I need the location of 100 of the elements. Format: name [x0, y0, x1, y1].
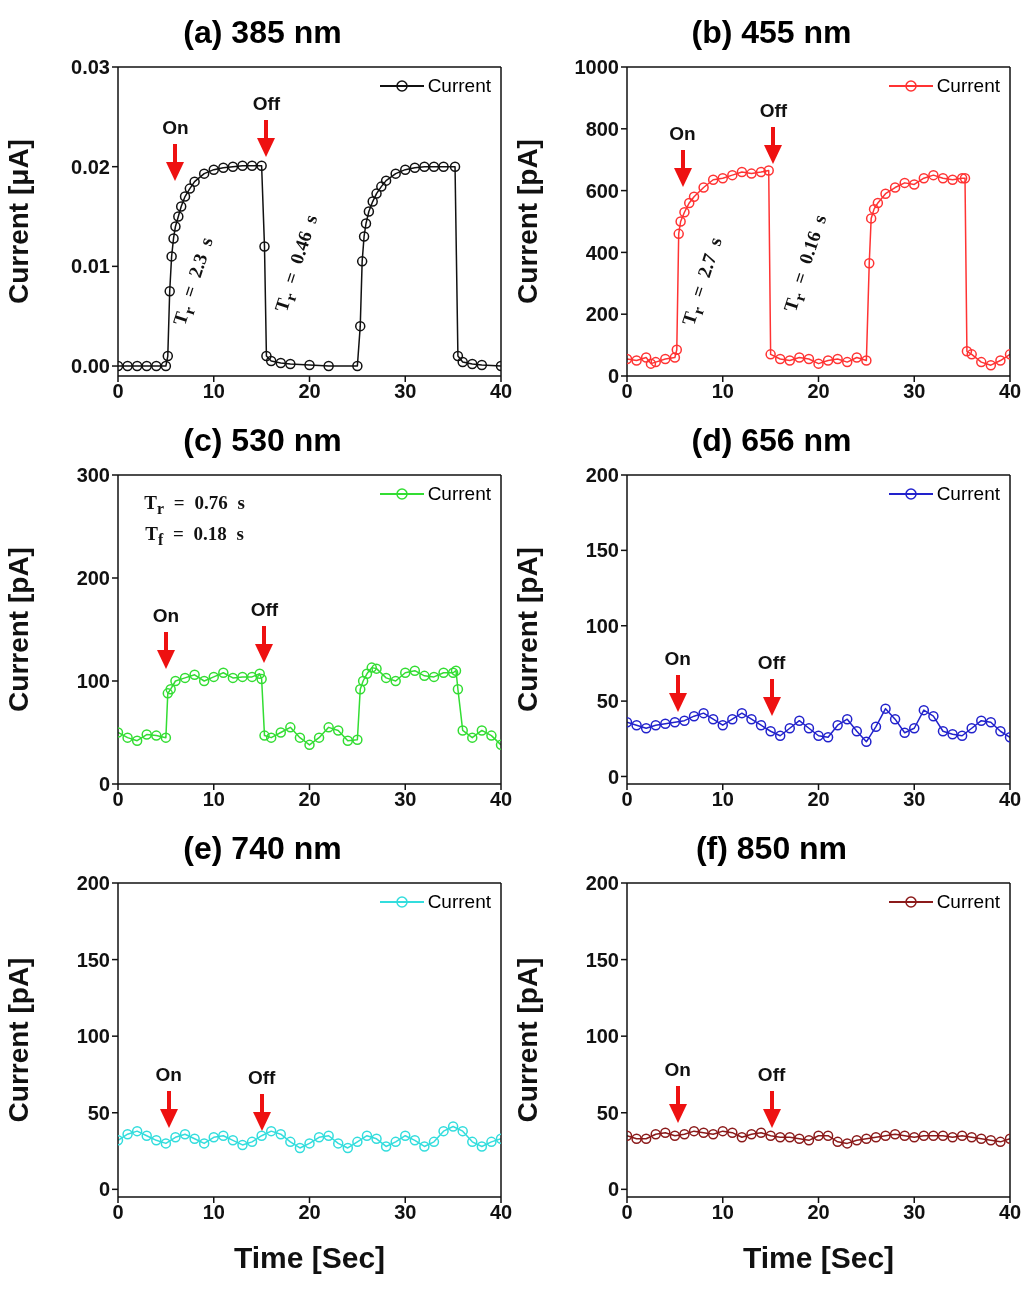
point — [208, 1132, 219, 1143]
point — [380, 175, 392, 186]
y-tick-label: 200 — [76, 567, 110, 590]
point — [218, 1130, 229, 1141]
point — [179, 672, 191, 684]
point — [164, 286, 175, 297]
point — [457, 1125, 468, 1137]
point — [650, 356, 661, 368]
point — [332, 1138, 344, 1149]
point — [122, 360, 133, 372]
point — [880, 188, 891, 199]
point — [928, 169, 939, 181]
point — [131, 1125, 143, 1137]
point — [784, 355, 796, 366]
y-tick-label: 100 — [585, 1025, 619, 1048]
point — [841, 356, 853, 368]
point — [861, 736, 872, 748]
point — [452, 683, 464, 695]
point — [880, 703, 891, 714]
y-tick-label: 100 — [76, 1025, 110, 1048]
point — [151, 1135, 162, 1146]
point — [352, 1136, 363, 1148]
point — [937, 725, 949, 737]
legend-label: Current — [427, 75, 491, 97]
y-tick-label: 0 — [607, 1178, 619, 1201]
point — [956, 730, 968, 742]
legend-label: Current — [936, 891, 1000, 913]
point — [390, 1136, 401, 1148]
x-tick-label: 30 — [903, 1201, 926, 1224]
point — [168, 233, 179, 244]
point — [189, 1133, 200, 1145]
x-tick-label: 10 — [711, 1201, 734, 1224]
x-tick-label: 20 — [298, 788, 321, 811]
point — [357, 675, 369, 687]
point — [131, 360, 143, 372]
point — [428, 1136, 440, 1148]
y-axis-title: Current [pA] — [2, 957, 34, 1123]
point — [160, 732, 172, 743]
annotation: On — [668, 122, 697, 147]
annotation: On — [161, 115, 190, 140]
annotation: T$_{r}$ = 0.76 s — [143, 491, 246, 518]
point — [937, 172, 949, 184]
point — [736, 707, 748, 719]
point — [966, 349, 977, 360]
point — [218, 162, 229, 173]
y-tick-label: 200 — [585, 464, 619, 487]
point — [486, 1136, 497, 1148]
point — [170, 221, 181, 232]
x-tick-label: 20 — [298, 1201, 321, 1224]
point — [486, 730, 497, 741]
y-tick-label: 200 — [585, 872, 619, 895]
point — [947, 729, 958, 740]
point — [976, 715, 987, 726]
legend-label: Current — [427, 483, 491, 505]
point — [184, 183, 196, 194]
point — [227, 161, 239, 172]
point — [356, 256, 368, 267]
point — [660, 353, 671, 365]
point — [256, 673, 267, 685]
point — [698, 182, 709, 193]
point — [765, 725, 776, 737]
point — [851, 352, 863, 363]
y-axis-title: Current [pA] — [511, 139, 543, 304]
x-tick-label: 0 — [112, 380, 124, 403]
point — [165, 683, 176, 695]
point — [966, 722, 977, 734]
point — [400, 164, 411, 175]
y-axis-title: Current [pA] — [2, 547, 34, 712]
point — [688, 191, 700, 203]
x-tick-label: 0 — [621, 380, 633, 403]
point — [755, 166, 767, 178]
point — [256, 1130, 267, 1141]
y-tick-label: 50 — [87, 1101, 110, 1124]
point — [736, 166, 748, 178]
annotation: Off — [758, 98, 789, 123]
point — [259, 241, 270, 252]
point — [870, 721, 882, 732]
point — [285, 1136, 296, 1148]
legend-label: Current — [936, 483, 1000, 505]
point — [366, 662, 377, 673]
point — [765, 349, 776, 360]
y-tick-label: 1000 — [574, 56, 619, 79]
point — [360, 218, 372, 229]
y-tick-label: 0 — [607, 765, 619, 788]
y-tick-label: 50 — [596, 1101, 619, 1124]
point — [313, 732, 325, 743]
point — [631, 719, 642, 731]
point — [717, 172, 728, 184]
x-axis-title: Time [Sec] — [742, 1241, 895, 1274]
point — [151, 360, 162, 372]
point — [640, 722, 652, 734]
x-tick-label: 30 — [394, 788, 417, 811]
x-tick-label: 0 — [112, 788, 124, 811]
y-tick-label: 800 — [585, 117, 619, 140]
y-tick-label: 0.02 — [71, 155, 110, 178]
y-tick-label: 200 — [76, 872, 110, 895]
point — [294, 1142, 306, 1154]
point — [476, 1141, 488, 1152]
point — [355, 683, 366, 695]
point — [640, 352, 652, 363]
